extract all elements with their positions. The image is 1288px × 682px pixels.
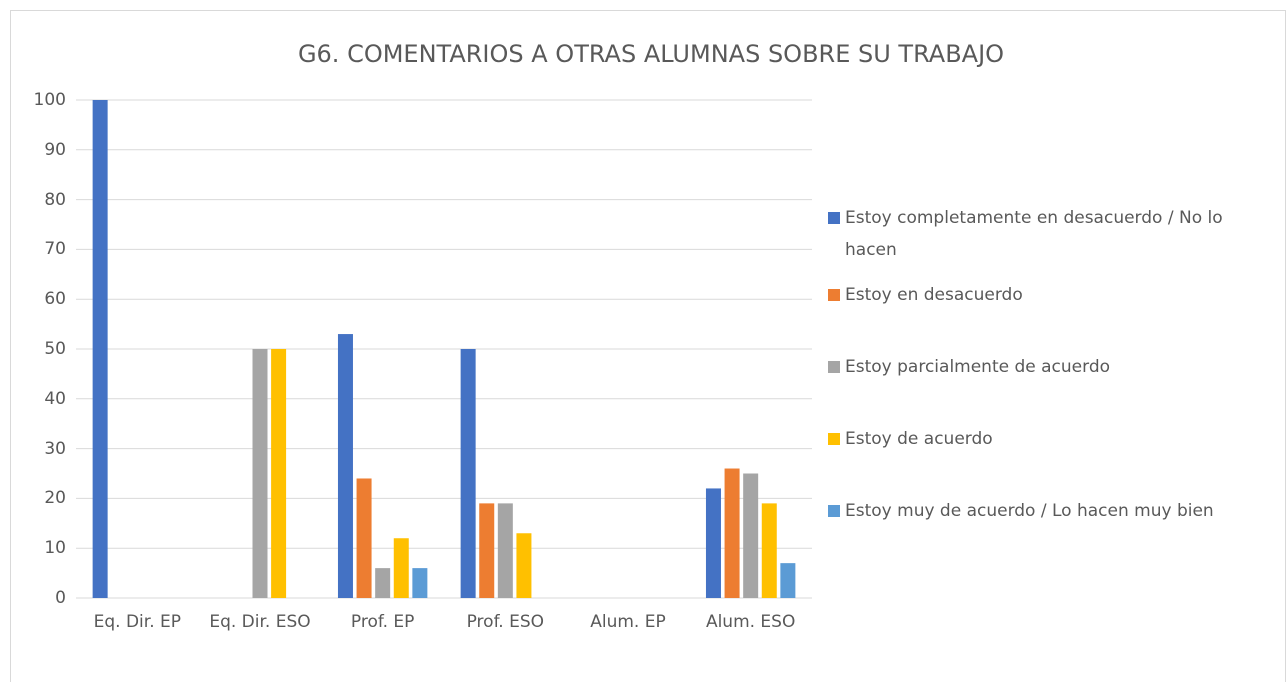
bar [705, 488, 721, 598]
y-tick-label: 40 [44, 388, 66, 409]
legend-swatch [828, 212, 840, 224]
legend-item: Estoy parcialmente de acuerdo [828, 351, 1258, 383]
bar [780, 563, 796, 598]
y-tick-label: 80 [44, 189, 66, 210]
bar [516, 533, 532, 598]
chart-title: G6. COMENTARIOS A OTRAS ALUMNAS SOBRE SU… [297, 40, 1005, 68]
y-tick-label: 60 [44, 289, 66, 310]
bar [356, 478, 372, 598]
legend-swatch [828, 433, 840, 445]
bar [271, 349, 287, 598]
y-tick-label: 20 [44, 488, 66, 509]
bar [412, 568, 428, 598]
legend-swatch [828, 289, 840, 301]
bar [337, 334, 353, 598]
legend-item: Estoy completamente en desacuerdo / No l… [828, 202, 1258, 266]
x-tick-label: Prof. EP [350, 612, 415, 632]
legend-label: Estoy completamente en desacuerdo / No l… [845, 208, 1223, 260]
legend-item: Estoy en desacuerdo [828, 279, 1258, 311]
bar [393, 538, 409, 598]
bar [460, 349, 476, 598]
bar [724, 468, 740, 598]
y-tick-label: 0 [55, 588, 66, 608]
x-tick-label: Eq. Dir. EP [93, 612, 182, 632]
x-tick-label: Alum. EP [590, 612, 666, 632]
x-tick-label: Eq. Dir. ESO [209, 612, 311, 632]
bar [761, 503, 777, 598]
legend-swatch [828, 505, 840, 517]
legend-swatch [828, 361, 840, 373]
chart-border [10, 10, 1286, 682]
legend-label: Estoy muy de acuerdo / Lo hacen muy bien [845, 501, 1214, 521]
bar [479, 503, 495, 598]
bar [743, 473, 759, 598]
legend-label: Estoy de acuerdo [845, 429, 993, 449]
y-tick-label: 90 [44, 139, 66, 160]
y-tick-label: 100 [33, 90, 66, 110]
bar [92, 100, 108, 598]
bar [497, 503, 513, 598]
legend-label: Estoy parcialmente de acuerdo [845, 357, 1111, 377]
y-tick-label: 10 [44, 538, 66, 559]
x-tick-label: Prof. ESO [466, 612, 545, 632]
legend-item: Estoy muy de acuerdo / Lo hacen muy bien [828, 495, 1258, 527]
y-tick-label: 50 [44, 339, 66, 359]
x-tick-label: Alum. ESO [705, 612, 796, 632]
bar [252, 349, 268, 598]
bar [375, 568, 391, 598]
legend-label: Estoy en desacuerdo [845, 285, 1023, 305]
y-tick-label: 30 [44, 438, 66, 459]
y-tick-label: 70 [44, 239, 66, 260]
legend-item: Estoy de acuerdo [828, 423, 1258, 455]
